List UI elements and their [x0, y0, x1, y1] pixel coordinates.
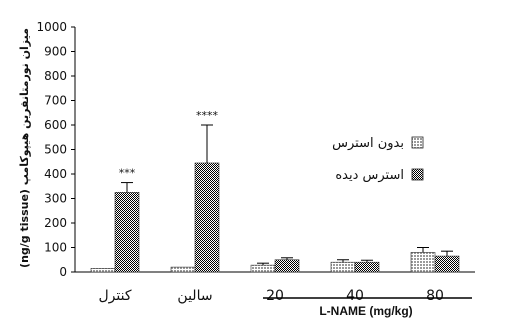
- y-tick-label: 200: [44, 216, 67, 230]
- category-label: 40: [346, 288, 364, 304]
- y-axis: 0 100 200 300 400 500 600 700 800 900 1000: [36, 20, 76, 279]
- error-bars: [121, 124, 453, 266]
- bar-stressed-0: [114, 192, 140, 273]
- category-labels: کنترل سالین 20 40 80: [98, 288, 443, 304]
- legend-swatch: [411, 168, 424, 181]
- bar-no-stress-0: [90, 268, 116, 273]
- category-label: 80: [426, 288, 444, 304]
- legend: بدون استرس استرس دیده: [332, 136, 424, 183]
- bar-stressed-4: [434, 255, 460, 273]
- bar-stressed-3: [354, 261, 380, 273]
- legend-label: استرس دیده: [335, 168, 404, 183]
- group-label: L-NAME (mg/kg): [319, 304, 412, 318]
- y-tick-label: 500: [44, 143, 67, 157]
- y-tick-label: 600: [44, 118, 67, 132]
- y-tick-label: 1000: [36, 20, 67, 34]
- y-tick-label: 700: [44, 94, 67, 108]
- bar-stressed-2: [274, 259, 300, 273]
- bar-no-stress-4: [410, 252, 436, 273]
- bar-no-stress-2: [250, 264, 276, 273]
- legend-swatch: [411, 136, 424, 149]
- significance-marker: ****: [196, 109, 219, 122]
- y-tick-label: 400: [44, 167, 67, 181]
- category-label: 20: [266, 288, 284, 304]
- significance-markers: *******: [119, 109, 219, 180]
- y-tick-label: 100: [44, 241, 67, 255]
- y-tick-label: 900: [44, 45, 67, 59]
- legend-label: بدون استرس: [332, 136, 404, 151]
- y-tick-label: 0: [59, 265, 67, 279]
- y-ticks: 0 100 200 300 400 500 600 700 800 900 1000: [36, 20, 75, 279]
- y-tick-label: 800: [44, 69, 67, 83]
- bar-no-stress-3: [330, 261, 356, 273]
- category-label: سالین: [177, 288, 212, 304]
- significance-marker: ***: [119, 167, 136, 180]
- category-label: کنترل: [98, 288, 131, 304]
- y-axis-label: (ng/g tissue) میزان نورمتانفرین هیپوکامپ: [18, 28, 31, 268]
- bar-stressed-1: [194, 162, 220, 273]
- bar-no-stress-1: [170, 266, 196, 273]
- y-tick-label: 300: [44, 192, 67, 206]
